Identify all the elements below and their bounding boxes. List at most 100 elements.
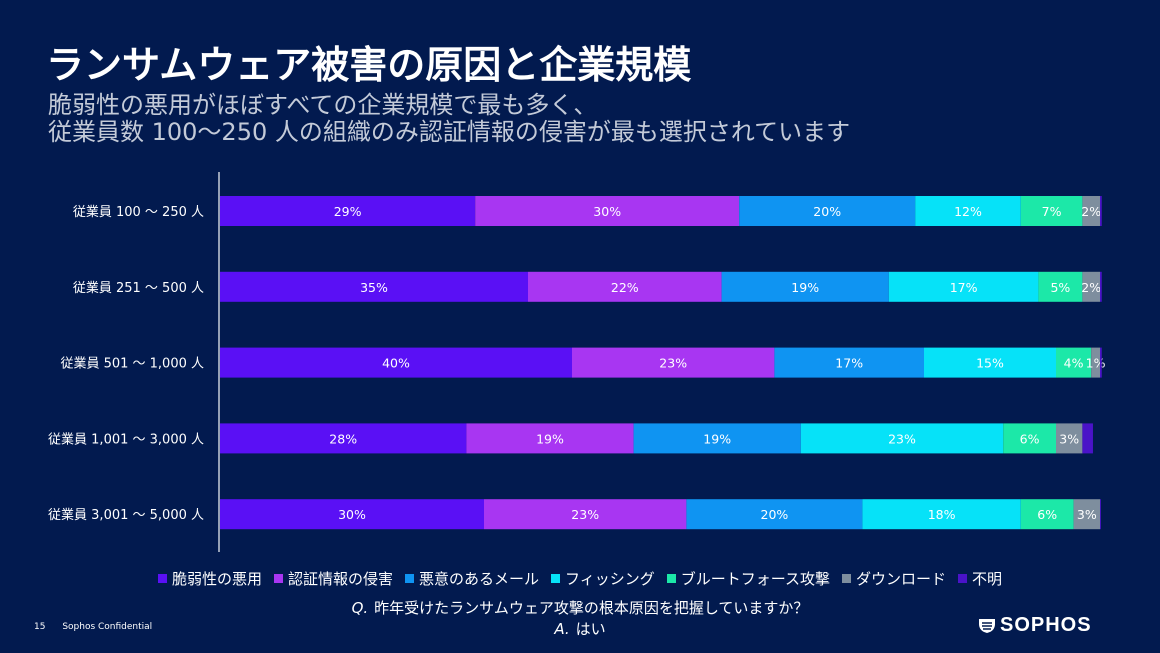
bar-segment xyxy=(1056,347,1092,378)
bar-segment xyxy=(220,347,572,378)
legend-label: ダウンロード xyxy=(855,570,946,588)
legend-item: 認証情報の侵害 xyxy=(273,568,393,589)
data-label: 23% xyxy=(571,507,599,522)
data-label: 28% xyxy=(329,431,357,446)
bar-segment xyxy=(633,423,801,454)
bar-segment xyxy=(1056,423,1083,454)
legend-label: フィッシング xyxy=(565,570,655,588)
page-title: ランサムウェア被害の原因と企業規模 xyxy=(46,43,692,87)
legend-label: 脆弱性の悪用 xyxy=(171,570,262,588)
legend-item: ダウンロード xyxy=(841,568,946,589)
answer-prefix: A. xyxy=(554,620,570,638)
category-label: 従業員 251 ～ 500 人 xyxy=(73,280,204,296)
data-label: 17% xyxy=(950,280,978,295)
survey-question: Q. 昨年受けたランサムウェア攻撃の根本原因を把握していますか？ A. はい xyxy=(0,598,1160,640)
sophos-logo: SOPHOS xyxy=(978,614,1092,637)
legend-item: ブルートフォース攻撃 xyxy=(666,568,830,589)
chart-legend: 脆弱性の悪用 認証情報の侵害 悪意のあるメール フィッシング ブルートフォース攻撃 ダウン… xyxy=(0,568,1160,589)
legend-swatch xyxy=(405,574,414,583)
bar-segment xyxy=(466,423,634,454)
question-text: 昨年受けたランサムウェア攻撃の根本原因を把握していますか？ xyxy=(374,599,809,617)
legend-swatch xyxy=(666,574,676,583)
category-label: 従業員 501 ～ 1,000 人 xyxy=(60,356,204,372)
legend-item: 悪意のあるメール xyxy=(405,568,539,589)
bar-segment xyxy=(862,499,1021,530)
bar-segment xyxy=(774,347,924,378)
question-line: Q. 昨年受けたランサムウェア攻撃の根本原因を把握していますか？ xyxy=(0,598,1160,619)
data-label: 40% xyxy=(382,356,410,371)
bar-segment xyxy=(484,499,687,530)
category-label: 従業員 1,001 ～ 3,000 人 xyxy=(48,431,204,447)
data-label: 23% xyxy=(659,356,687,371)
bar-segment xyxy=(1020,499,1074,530)
data-label: 23% xyxy=(888,431,916,446)
bar-segment xyxy=(1038,271,1083,302)
bar-segment xyxy=(572,347,775,378)
data-label: 7% xyxy=(1042,204,1062,219)
bar-segment xyxy=(220,499,484,530)
bar-segment xyxy=(721,271,889,302)
bar-segment xyxy=(220,271,528,302)
data-label: 2% xyxy=(1081,204,1101,219)
data-label: 2% xyxy=(1081,280,1101,295)
sophos-wordmark: SOPHOS xyxy=(1000,614,1092,636)
bar-segment xyxy=(1100,347,1102,378)
data-label: 35% xyxy=(360,280,388,295)
subtitle-line-1: 脆弱性の悪用がほぼすべての企業規模で最も多く、 xyxy=(48,91,598,119)
data-label: 19% xyxy=(703,431,731,446)
bar-segment xyxy=(220,196,476,226)
legend-label: 悪意のあるメール xyxy=(419,570,540,588)
data-label: 3% xyxy=(1059,431,1079,446)
subtitle: 脆弱性の悪用がほぼすべての企業規模で最も多く、 従業員数 100～250 人の組… xyxy=(48,92,850,146)
bar-segment xyxy=(888,271,1039,302)
bar-segment xyxy=(1100,271,1102,302)
legend-label: ブルートフォース攻撃 xyxy=(680,570,830,588)
data-label: 19% xyxy=(536,431,564,446)
page-number: 15 xyxy=(34,622,46,632)
answer-line: A. はい xyxy=(0,619,1160,640)
data-label: 4% xyxy=(1064,356,1084,371)
bar-segment xyxy=(1073,499,1100,530)
data-label: 6% xyxy=(1020,431,1040,446)
bar-segment xyxy=(1003,423,1056,454)
legend-item: フィッシング xyxy=(551,568,655,589)
data-label: 6% xyxy=(1037,507,1057,522)
bar-segment xyxy=(220,423,467,454)
data-label: 20% xyxy=(813,204,841,219)
bar-segment xyxy=(1100,499,1101,530)
data-label: 20% xyxy=(761,507,789,522)
legend-swatch xyxy=(273,574,283,583)
bar-segment xyxy=(915,196,1021,226)
data-label: 19% xyxy=(791,280,819,295)
category-label: 従業員 3,001 ～ 5,000 人 xyxy=(48,507,204,523)
bar-segment xyxy=(1100,196,1102,226)
category-label: 従業員 100 ～ 250 人 xyxy=(73,204,204,220)
bar-segment xyxy=(686,499,863,530)
legend-label: 認証情報の侵害 xyxy=(287,570,393,588)
legend-swatch xyxy=(157,574,167,583)
bar-segment xyxy=(1091,347,1100,378)
confidential-label: Sophos Confidential xyxy=(62,622,153,632)
footer: 15 Sophos Confidential xyxy=(34,622,166,632)
legend-swatch xyxy=(958,574,967,583)
data-label: 12% xyxy=(954,204,982,219)
data-label: 1% xyxy=(1086,356,1106,371)
data-label: 3% xyxy=(1077,507,1097,522)
question-prefix: Q. xyxy=(351,599,369,617)
bar-segment xyxy=(475,196,740,226)
legend-label: 不明 xyxy=(972,570,1003,588)
bar-segment xyxy=(739,196,916,226)
legend-swatch xyxy=(551,574,561,583)
data-label: 15% xyxy=(976,356,1004,371)
subtitle-line-2: 従業員数 100～250 人の組織のみ認証情報の侵害が最も選択されています xyxy=(48,118,851,146)
legend-swatch xyxy=(841,574,851,583)
bar-segment xyxy=(800,423,1004,454)
answer-text: はい xyxy=(575,620,606,638)
data-label: 30% xyxy=(338,507,366,522)
legend-item: 脆弱性の悪用 xyxy=(157,568,262,589)
data-label: 17% xyxy=(835,356,863,371)
data-label: 18% xyxy=(928,507,956,522)
data-label: 5% xyxy=(1050,280,1070,295)
data-label: 29% xyxy=(334,204,362,219)
